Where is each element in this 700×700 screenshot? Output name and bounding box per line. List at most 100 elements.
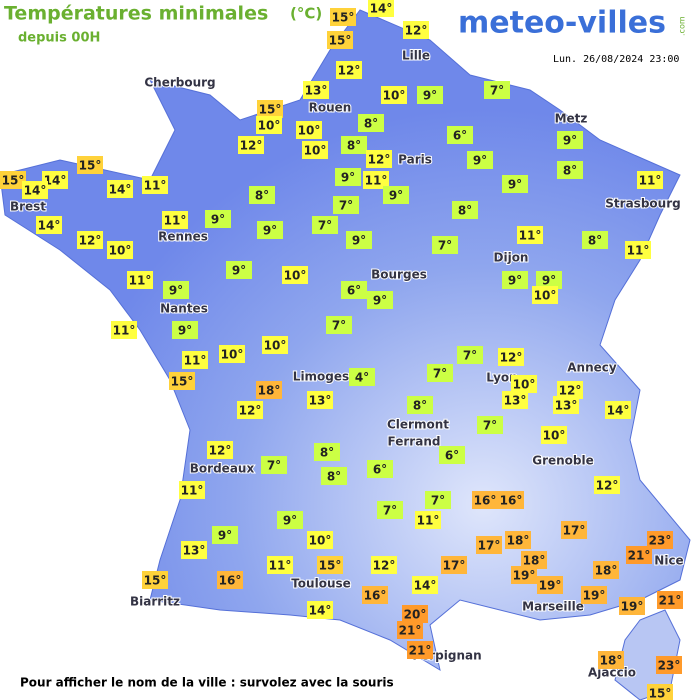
- temp-label[interactable]: 7°: [490, 84, 504, 98]
- temp-label[interactable]: 12°: [405, 24, 428, 38]
- temp-label[interactable]: 10°: [309, 534, 332, 548]
- temp-label[interactable]: 16°: [219, 574, 242, 588]
- temp-label[interactable]: 11°: [144, 179, 167, 193]
- temp-label[interactable]: 13°: [555, 399, 578, 413]
- temp-label[interactable]: 21°: [399, 624, 422, 638]
- temp-label[interactable]: 21°: [628, 549, 651, 563]
- temp-label[interactable]: 19°: [539, 579, 562, 593]
- temp-label[interactable]: 12°: [559, 384, 582, 398]
- temp-label[interactable]: 11°: [627, 244, 650, 258]
- temp-label[interactable]: 10°: [534, 289, 557, 303]
- temp-label[interactable]: 9°: [563, 134, 577, 148]
- temp-label[interactable]: 7°: [483, 419, 497, 433]
- temp-label[interactable]: 8°: [563, 164, 577, 178]
- temp-label[interactable]: 8°: [320, 446, 334, 460]
- temp-label[interactable]: 7°: [383, 504, 397, 518]
- temp-label[interactable]: 12°: [373, 559, 396, 573]
- temp-label[interactable]: 6°: [373, 463, 387, 477]
- temp-label[interactable]: 7°: [339, 199, 353, 213]
- temp-label[interactable]: 11°: [639, 174, 662, 188]
- temp-label[interactable]: 9°: [373, 294, 387, 308]
- temp-label[interactable]: 19°: [621, 600, 644, 614]
- temp-label[interactable]: 6°: [453, 129, 467, 143]
- temp-label[interactable]: 6°: [445, 449, 459, 463]
- temp-label[interactable]: 12°: [368, 153, 391, 167]
- temp-label[interactable]: 11°: [519, 229, 542, 243]
- temp-label[interactable]: 8°: [347, 139, 361, 153]
- temp-label[interactable]: 17°: [563, 524, 586, 538]
- temp-label[interactable]: 18°: [507, 534, 530, 548]
- temp-label[interactable]: 15°: [79, 159, 102, 173]
- temp-label[interactable]: 14°: [44, 174, 67, 188]
- temp-label[interactable]: 10°: [513, 378, 536, 392]
- temp-label[interactable]: 9°: [423, 89, 437, 103]
- temp-label[interactable]: 9°: [218, 529, 232, 543]
- temp-label[interactable]: 10°: [304, 144, 327, 158]
- temp-label[interactable]: 23°: [649, 534, 672, 548]
- temp-label[interactable]: 7°: [318, 219, 332, 233]
- temp-label[interactable]: 11°: [181, 484, 204, 498]
- temp-label[interactable]: 15°: [259, 103, 282, 117]
- temp-label[interactable]: 9°: [508, 178, 522, 192]
- temp-label[interactable]: 9°: [283, 514, 297, 528]
- temp-label[interactable]: 16°: [500, 494, 523, 508]
- temp-label[interactable]: 12°: [596, 479, 619, 493]
- temp-label[interactable]: 9°: [211, 213, 225, 227]
- temp-label[interactable]: 7°: [332, 319, 346, 333]
- temp-label[interactable]: 21°: [409, 644, 432, 658]
- temp-label[interactable]: 10°: [298, 124, 321, 138]
- temp-label[interactable]: 11°: [164, 214, 187, 228]
- temp-label[interactable]: 8°: [588, 234, 602, 248]
- temp-label[interactable]: 11°: [113, 324, 136, 338]
- temp-label[interactable]: 9°: [341, 171, 355, 185]
- temp-label[interactable]: 10°: [383, 89, 406, 103]
- temp-label[interactable]: 8°: [458, 204, 472, 218]
- temp-label[interactable]: 14°: [109, 183, 132, 197]
- temp-label[interactable]: 7°: [431, 494, 445, 508]
- temp-label[interactable]: 14°: [309, 604, 332, 618]
- temp-label[interactable]: 8°: [413, 399, 427, 413]
- temp-label[interactable]: 9°: [508, 274, 522, 288]
- temp-label[interactable]: 7°: [433, 367, 447, 381]
- temp-label[interactable]: 14°: [24, 184, 47, 198]
- temp-label[interactable]: 14°: [370, 2, 393, 16]
- temp-label[interactable]: 13°: [309, 394, 332, 408]
- temp-label[interactable]: 9°: [169, 284, 183, 298]
- temp-label[interactable]: 12°: [239, 404, 262, 418]
- temp-label[interactable]: 10°: [543, 429, 566, 443]
- temp-label[interactable]: 18°: [595, 564, 618, 578]
- temp-label[interactable]: 19°: [583, 589, 606, 603]
- temp-label[interactable]: 9°: [232, 264, 246, 278]
- temp-label[interactable]: 17°: [443, 559, 466, 573]
- temp-label[interactable]: 9°: [178, 324, 192, 338]
- temp-label[interactable]: 12°: [209, 444, 232, 458]
- temp-label[interactable]: 16°: [364, 589, 387, 603]
- temp-label[interactable]: 9°: [263, 224, 277, 238]
- temp-label[interactable]: 9°: [389, 189, 403, 203]
- temp-label[interactable]: 10°: [284, 269, 307, 283]
- temp-label[interactable]: 12°: [79, 234, 102, 248]
- temp-label[interactable]: 14°: [414, 579, 437, 593]
- temp-label[interactable]: 10°: [109, 244, 132, 258]
- temp-label[interactable]: 7°: [438, 239, 452, 253]
- temp-label[interactable]: 20°: [404, 608, 427, 622]
- temp-label[interactable]: 15°: [319, 559, 342, 573]
- temp-label[interactable]: 8°: [364, 117, 378, 131]
- temp-label[interactable]: 9°: [473, 154, 487, 168]
- temp-label[interactable]: 13°: [183, 544, 206, 558]
- temp-label[interactable]: 4°: [355, 371, 369, 385]
- temp-label[interactable]: 18°: [523, 554, 546, 568]
- temp-label[interactable]: 7°: [463, 349, 477, 363]
- temp-label[interactable]: 15°: [649, 687, 672, 700]
- temp-label[interactable]: 12°: [240, 139, 263, 153]
- temp-label[interactable]: 17°: [478, 539, 501, 553]
- temp-label[interactable]: 10°: [258, 119, 281, 133]
- temp-label[interactable]: 11°: [269, 559, 292, 573]
- temp-label[interactable]: 18°: [600, 654, 623, 668]
- temp-label[interactable]: 10°: [221, 348, 244, 362]
- temp-label[interactable]: 11°: [365, 174, 388, 188]
- temp-label[interactable]: 6°: [347, 284, 361, 298]
- temp-label[interactable]: 19°: [513, 569, 536, 583]
- temp-label[interactable]: 23°: [658, 659, 681, 673]
- logo[interactable]: meteo-villes: [458, 6, 666, 41]
